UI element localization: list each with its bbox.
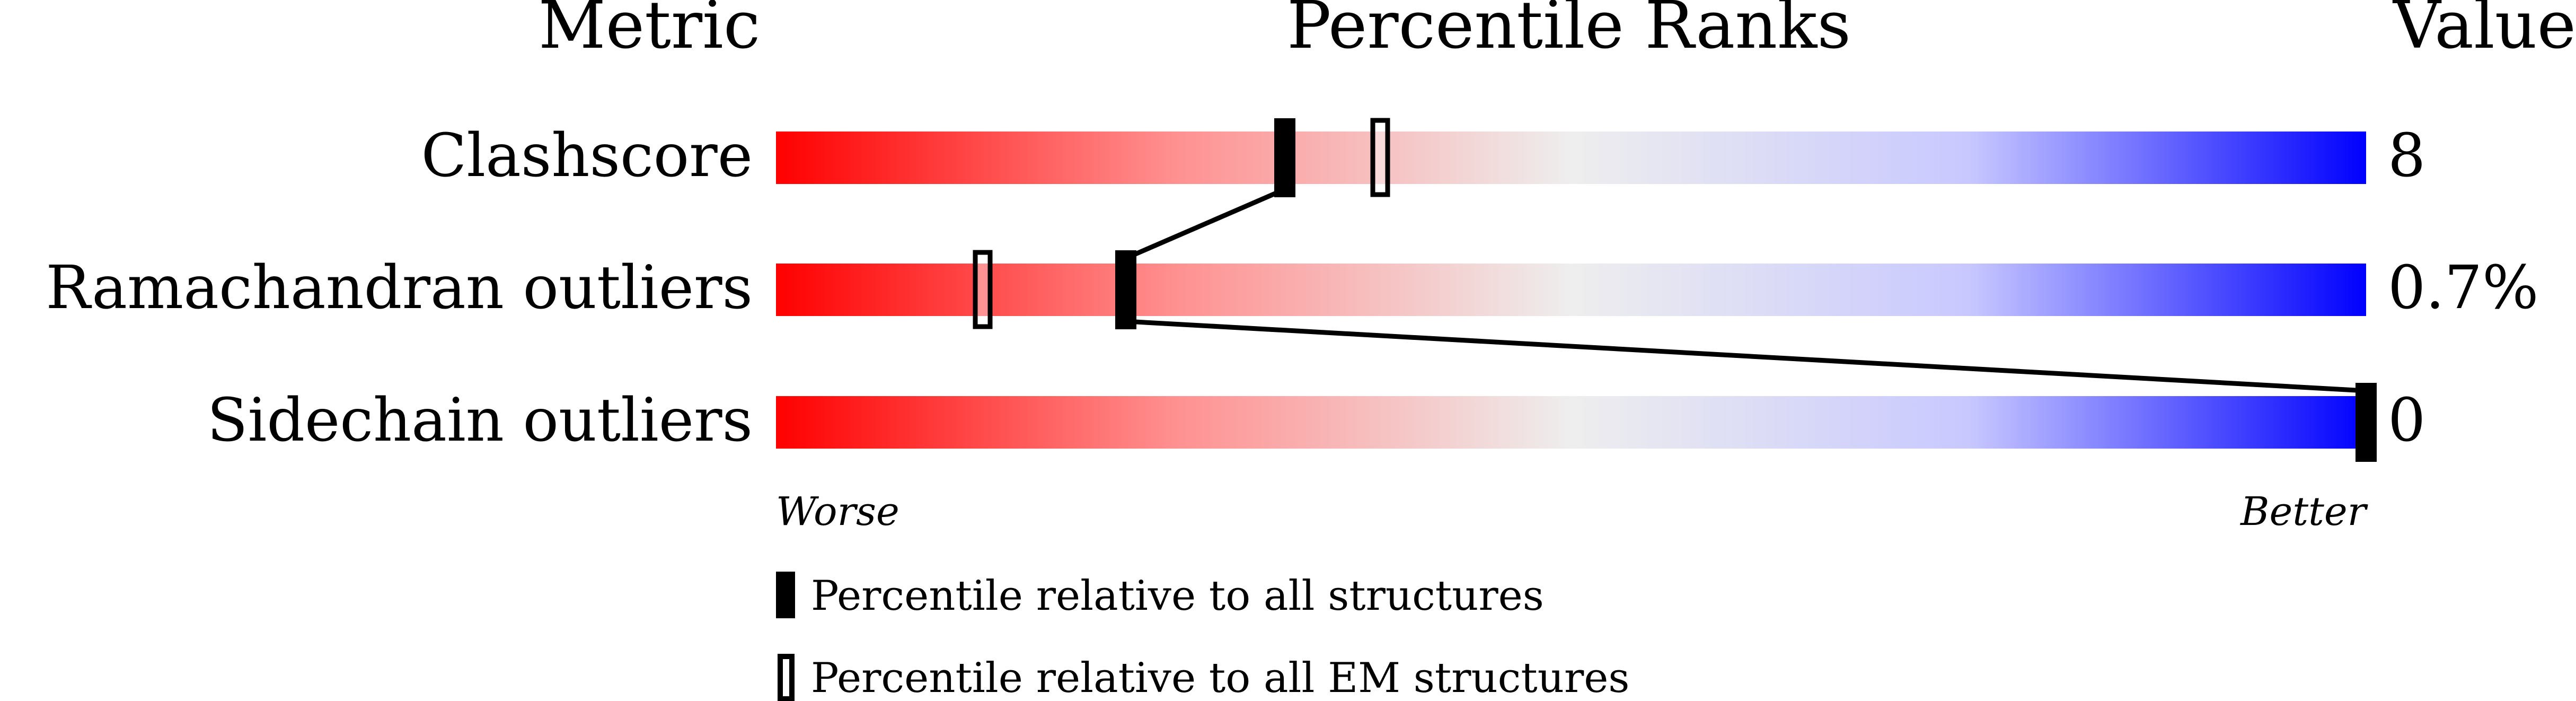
- better-label: Better: [2239, 489, 2368, 534]
- worse-label: Worse: [776, 489, 899, 534]
- metric-value: 8: [2388, 121, 2425, 190]
- header-metric: Metric: [539, 0, 761, 64]
- metric-label: Clashscore: [421, 121, 753, 190]
- legend-hollow-marker: [778, 654, 795, 701]
- percentile-bar: [776, 396, 2366, 449]
- marker-connector: [1125, 187, 1286, 261]
- em-percentile-marker: [1370, 118, 1390, 197]
- header-value: Value: [2392, 0, 2576, 64]
- legend-filled-marker: [776, 572, 795, 618]
- legend-filled-label: Percentile relative to all structures: [811, 572, 1544, 620]
- header-ranks: Percentile Ranks: [1287, 0, 1851, 64]
- all-percentile-marker: [2356, 383, 2377, 462]
- percentile-bar: [776, 264, 2366, 316]
- metric-value: 0: [2388, 386, 2425, 455]
- all-percentile-marker: [1115, 250, 1136, 329]
- metric-label: Sidechain outliers: [207, 386, 753, 455]
- metric-label: Ramachandran outliers: [46, 253, 753, 322]
- em-percentile-marker: [973, 250, 993, 329]
- metric-value: 0.7%: [2388, 253, 2539, 322]
- all-percentile-marker: [1274, 118, 1295, 197]
- marker-connector: [1125, 319, 2367, 393]
- percentile-bar: [776, 132, 2366, 184]
- legend-hollow-label: Percentile relative to all EM structures: [811, 654, 1629, 701]
